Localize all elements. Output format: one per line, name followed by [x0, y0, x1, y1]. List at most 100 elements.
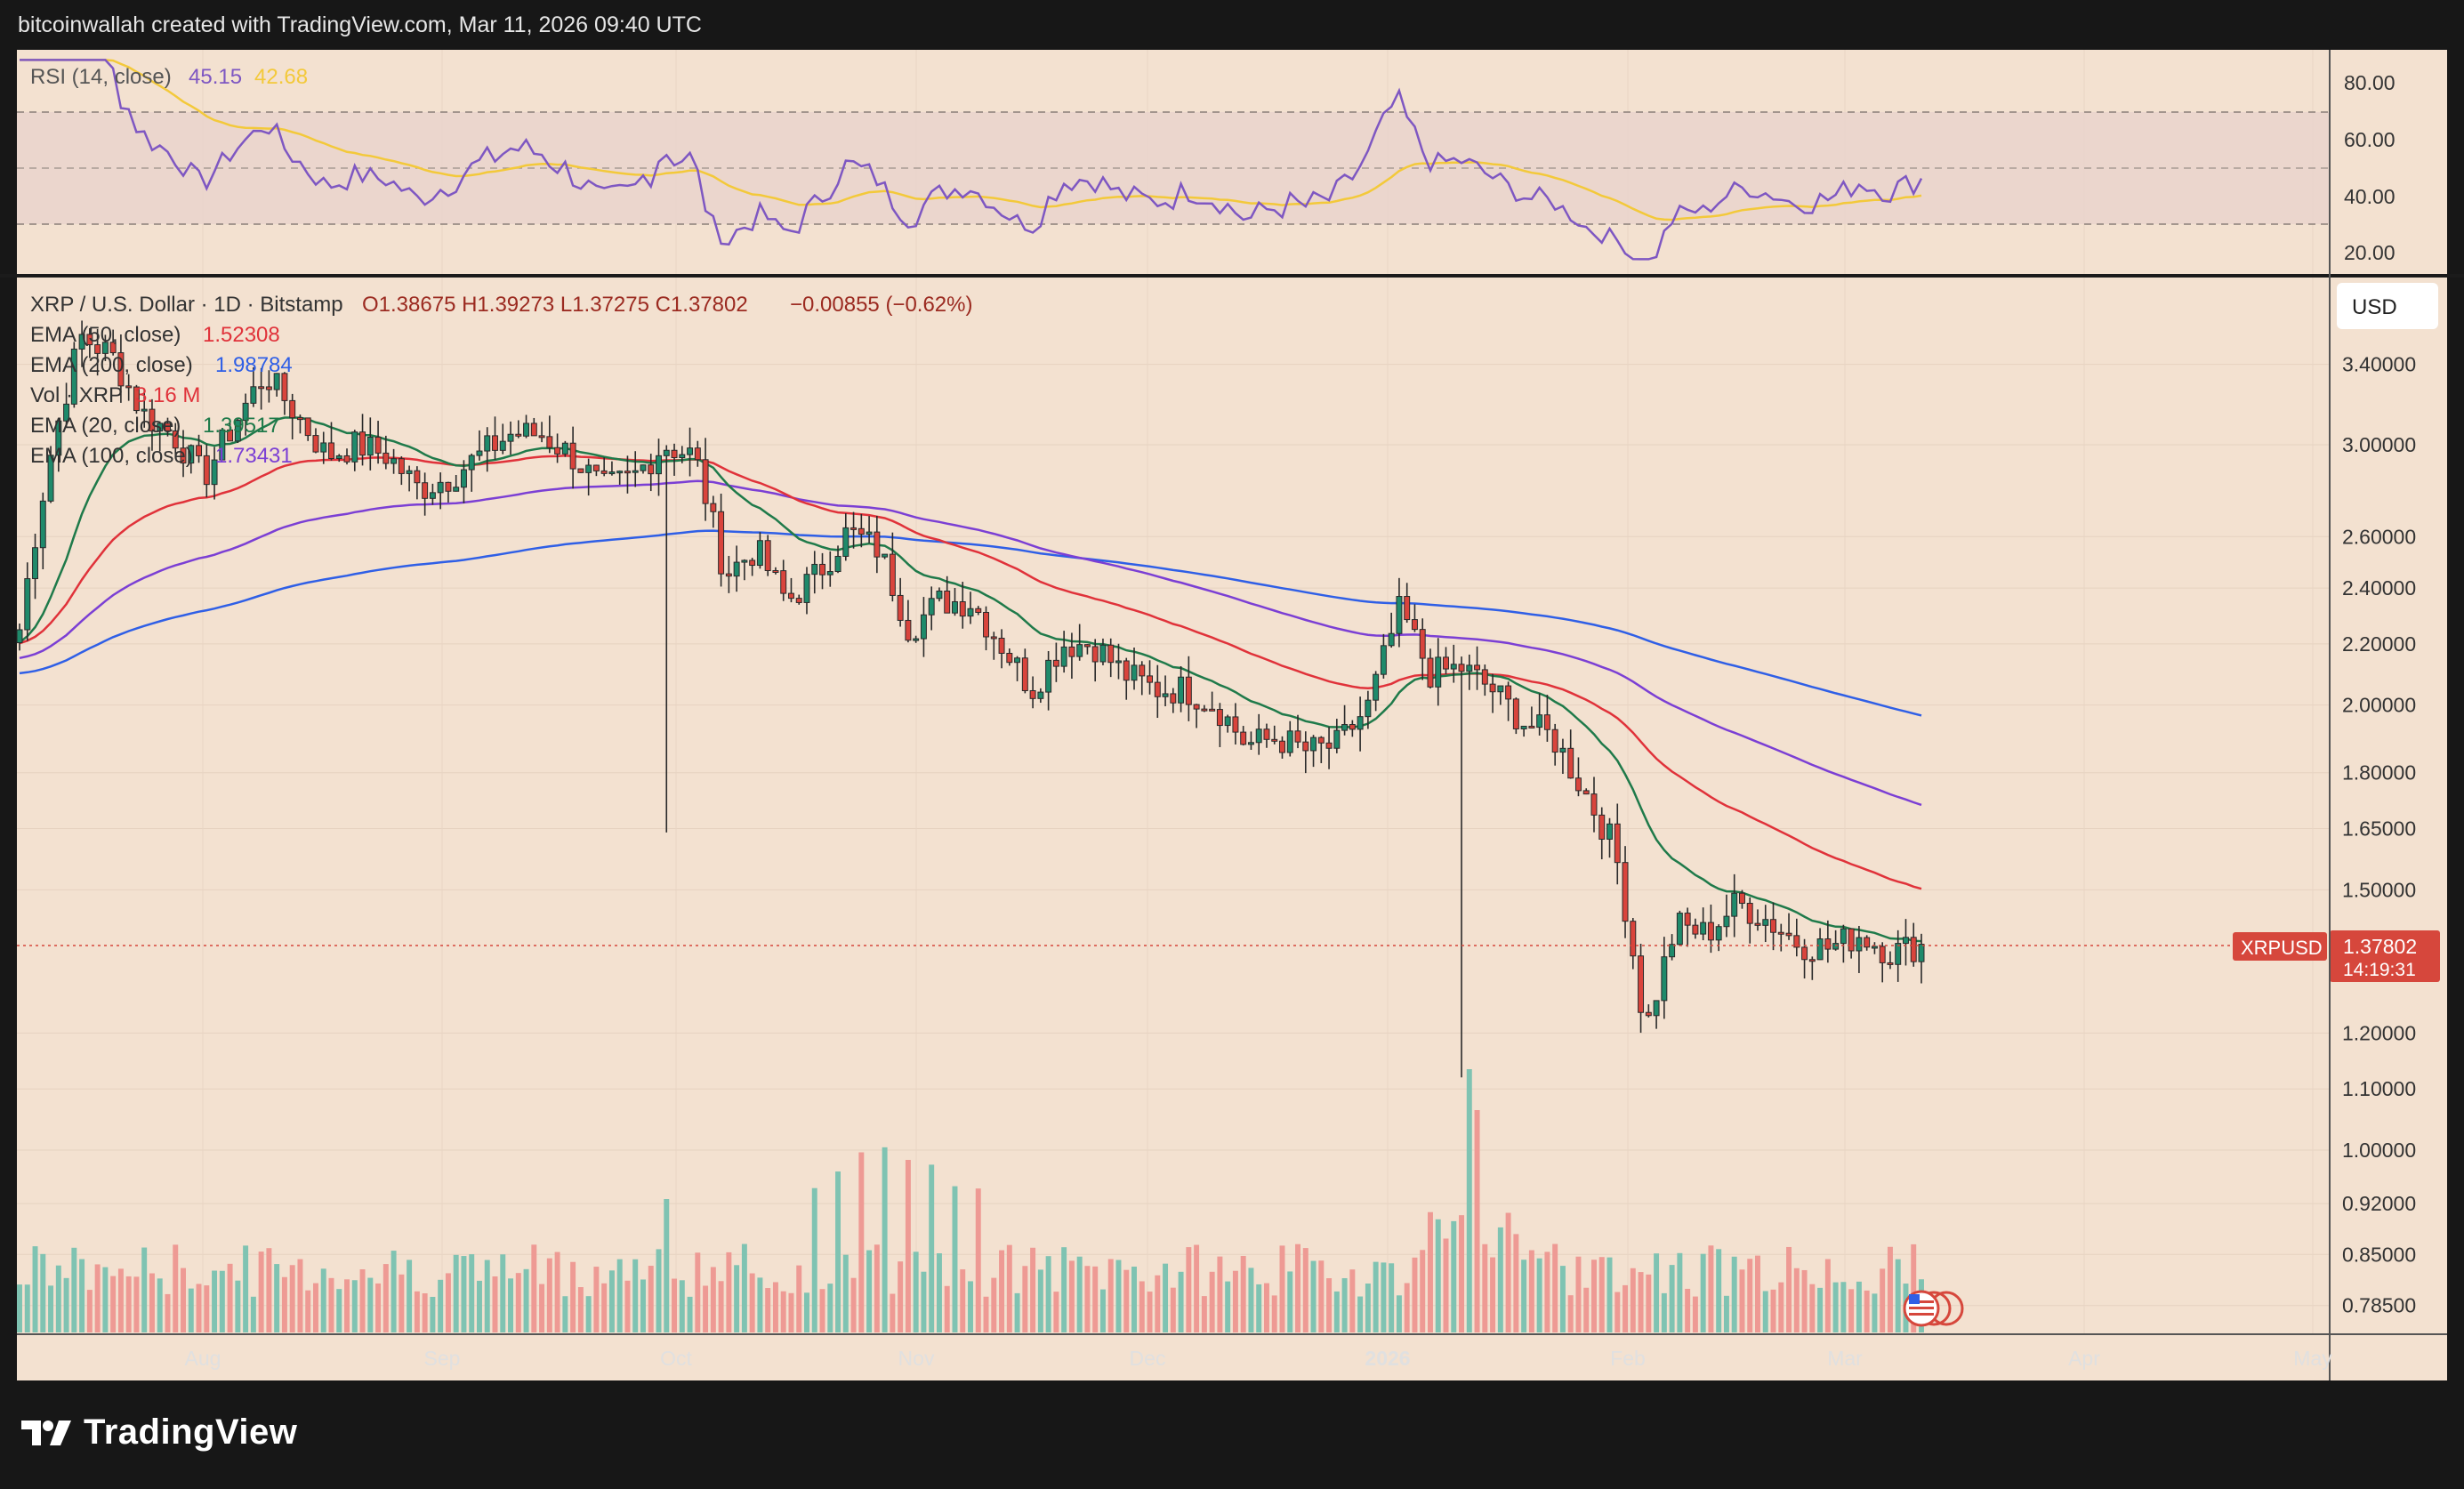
price-tick: 1.10000: [2342, 1077, 2416, 1100]
candle-body: [55, 420, 62, 456]
candle-body: [1574, 777, 1582, 792]
candle-body: [913, 638, 920, 641]
volume-bar: [1333, 1291, 1340, 1332]
volume-bar: [562, 1296, 568, 1332]
volume-bar: [913, 1252, 919, 1332]
candle-body: [63, 403, 70, 422]
volume-bar: [1840, 1282, 1847, 1332]
ema-50-line: [19, 455, 1922, 890]
volume-bar: [593, 1267, 600, 1332]
candle-body: [1918, 944, 1925, 962]
candle-body: [1255, 728, 1262, 744]
candle-body: [47, 455, 54, 502]
currency-button[interactable]: USD: [2337, 283, 2438, 329]
volume-bar: [672, 1278, 678, 1332]
candle-body: [897, 594, 904, 621]
volume-bar: [1630, 1268, 1636, 1332]
volume-bar: [1692, 1296, 1698, 1332]
candle-body: [1247, 742, 1254, 745]
volume-bar: [616, 1259, 623, 1332]
candle-body: [101, 342, 109, 354]
volume-bar: [48, 1285, 54, 1332]
volume-bar: [173, 1244, 179, 1332]
volume-bar: [1451, 1220, 1457, 1332]
volume-bar: [1872, 1293, 1878, 1332]
candle-body: [1793, 935, 1800, 948]
candle-body: [273, 373, 280, 390]
candle-body: [1411, 619, 1418, 631]
volume-bar: [1490, 1257, 1496, 1332]
candle-body: [1333, 729, 1341, 749]
candle-body: [1824, 938, 1832, 950]
tradingview-logo[interactable]: TradingView: [20, 1413, 297, 1453]
currency-button-label: USD: [2352, 295, 2397, 319]
volume-bar: [570, 1261, 576, 1332]
volume-bar: [40, 1253, 46, 1332]
volume-bar: [679, 1280, 685, 1332]
price-tick: 1.80000: [2342, 761, 2416, 785]
volume-bar: [819, 1289, 825, 1332]
volume-bar: [1061, 1247, 1067, 1332]
candle-body: [1443, 656, 1449, 670]
volume-bar: [1099, 1289, 1106, 1332]
volume-bar: [546, 1258, 552, 1332]
volume-bar: [1793, 1268, 1800, 1332]
volume-bar: [1809, 1284, 1816, 1332]
volume-bar: [328, 1277, 334, 1332]
volume-bar: [1037, 1269, 1043, 1332]
candle-body: [1404, 596, 1411, 621]
candle-body: [406, 470, 413, 474]
volume-bar: [726, 1252, 732, 1332]
volume-bar: [1544, 1252, 1550, 1332]
volume-bar: [1014, 1292, 1020, 1332]
volume-bar: [32, 1246, 38, 1332]
candle-body: [538, 435, 545, 439]
volume-bar: [898, 1261, 904, 1332]
volume-bar: [1381, 1262, 1387, 1332]
candle-body: [351, 431, 358, 463]
candle-body: [803, 574, 810, 603]
volume-bar: [905, 1160, 911, 1332]
rsi-label: RSI (14, close): [30, 65, 172, 89]
candle-body: [460, 469, 467, 488]
candle-body: [1317, 736, 1325, 744]
candle-body: [795, 598, 802, 603]
volume-bar: [952, 1186, 958, 1332]
volume-bar: [1155, 1275, 1161, 1332]
candle-body: [133, 386, 140, 412]
volume-bar: [1880, 1268, 1886, 1332]
candle-body: [1373, 673, 1380, 701]
rsi-ma-line: [20, 59, 1922, 221]
volume-bar: [523, 1268, 529, 1332]
volume-bar: [188, 1288, 194, 1332]
volume-bar: [1256, 1284, 1262, 1332]
candle-body: [86, 334, 93, 346]
candle-body: [1785, 932, 1792, 937]
volume-bar: [780, 1291, 786, 1332]
candle-body: [530, 423, 537, 437]
volume-bar: [1466, 1069, 1472, 1332]
candle-body: [787, 592, 794, 600]
volume-bar: [492, 1276, 498, 1332]
economic-event-marker[interactable]: [1903, 1290, 1964, 1327]
candle-body: [1582, 790, 1590, 795]
price-tick: 1.50000: [2342, 878, 2416, 901]
time-tick: Dec: [1130, 1347, 1166, 1370]
volume-bar: [476, 1280, 482, 1332]
volume-bar: [281, 1276, 287, 1332]
candle-body: [1832, 943, 1840, 950]
main-legend: XRP / U.S. Dollar · 1D · Bitstamp O1.386…: [30, 293, 973, 468]
candle-body: [826, 571, 833, 575]
candle-body: [335, 455, 342, 460]
candle-body: [296, 417, 303, 421]
ema-20-line: [19, 416, 1922, 943]
candle-body: [990, 636, 997, 640]
volume-bar: [1053, 1292, 1059, 1332]
volume-bar: [1482, 1244, 1488, 1332]
volume-bar: [1521, 1260, 1527, 1332]
volume-bar: [710, 1267, 716, 1332]
candle-body: [983, 611, 990, 638]
volume-bar: [741, 1244, 747, 1332]
volume-bar: [1373, 1261, 1379, 1332]
